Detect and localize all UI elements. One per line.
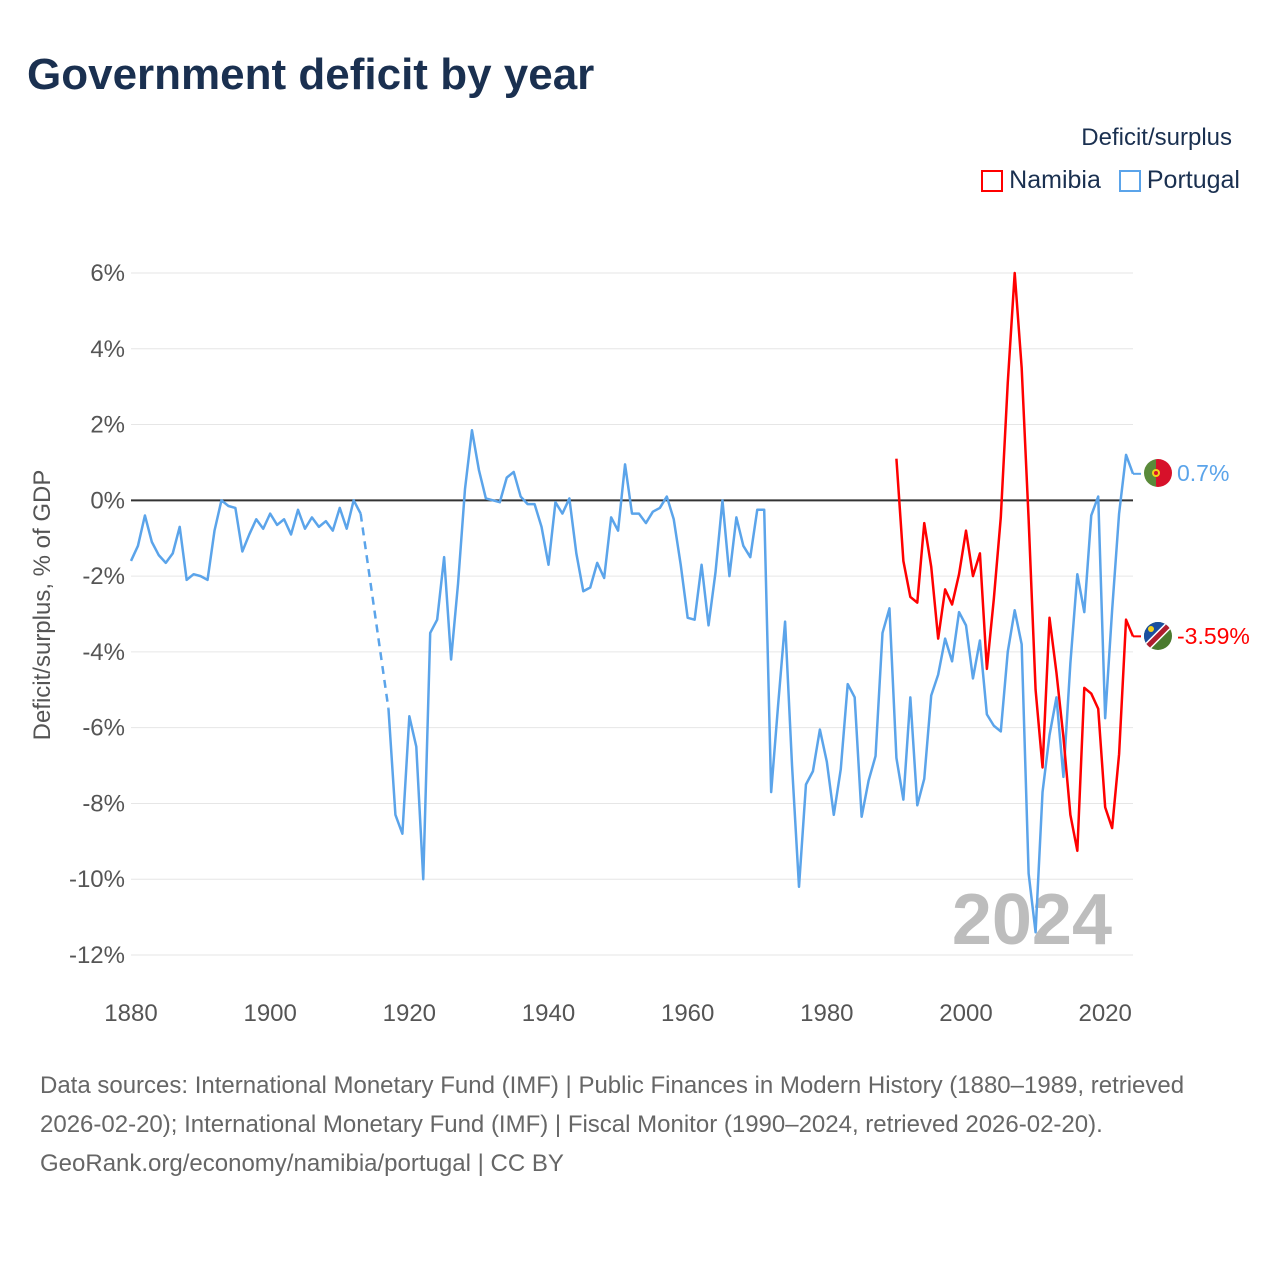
legend-label-namibia: Namibia [1009, 166, 1101, 194]
y-tick-label: 0% [90, 487, 125, 514]
x-tick-label: 1980 [800, 1000, 853, 1027]
portugal-end-label: 0.7% [1177, 460, 1229, 486]
portugal-flag-icon [1144, 459, 1172, 487]
portugal-series-line [129, 499, 362, 582]
chart-title: Government deficit by year [27, 50, 595, 99]
legend-item-portugal[interactable]: Portugal [1118, 166, 1240, 195]
x-tick-label: 1900 [243, 1000, 296, 1027]
y-tick-label: -12% [69, 942, 125, 969]
portugal-series-line [387, 428, 1135, 934]
x-tick-label: 1920 [383, 1000, 436, 1027]
namibia-flag-icon [1144, 622, 1172, 650]
y-tick-label: 2% [90, 412, 125, 439]
namibia-series-line [895, 271, 1135, 853]
x-tick-label: 1960 [661, 1000, 714, 1027]
x-tick-label: 2000 [939, 1000, 992, 1027]
y-tick-label: -2% [82, 563, 125, 590]
legend: Namibia Portugal [981, 166, 1240, 195]
data-sources: Data sources: International Monetary Fun… [40, 1072, 1185, 1138]
legend-swatch-namibia [981, 169, 1004, 192]
legend-title: Deficit/surplus [1081, 124, 1232, 151]
y-tick-label: -10% [69, 866, 125, 893]
portugal-gap-dashed-line [359, 513, 390, 709]
x-tick-label: 1880 [104, 1000, 157, 1027]
y-axis-label: Deficit/surplus, % of GDP [29, 470, 56, 741]
legend-item-namibia[interactable]: Namibia [981, 166, 1101, 195]
y-tick-label: -8% [82, 790, 125, 817]
footer: Data sources: International Monetary Fun… [40, 1066, 1240, 1183]
legend-label-portugal: Portugal [1146, 166, 1240, 194]
y-tick-label: 6% [90, 260, 125, 287]
legend-swatch-portugal [1118, 169, 1141, 192]
y-tick-label: -4% [82, 639, 125, 666]
namibia-end-marker: -3.59% [1144, 622, 1250, 650]
portugal-end-marker: 0.7% [1144, 459, 1229, 487]
y-tick-label: -6% [82, 715, 125, 742]
credit-link[interactable]: GeoRank.org/economy/namibia/portugal | C… [40, 1150, 564, 1177]
namibia-end-label: -3.59% [1177, 623, 1250, 649]
y-tick-label: 4% [90, 336, 125, 363]
x-tick-label: 2020 [1078, 1000, 1131, 1027]
x-tick-label: 1940 [522, 1000, 575, 1027]
